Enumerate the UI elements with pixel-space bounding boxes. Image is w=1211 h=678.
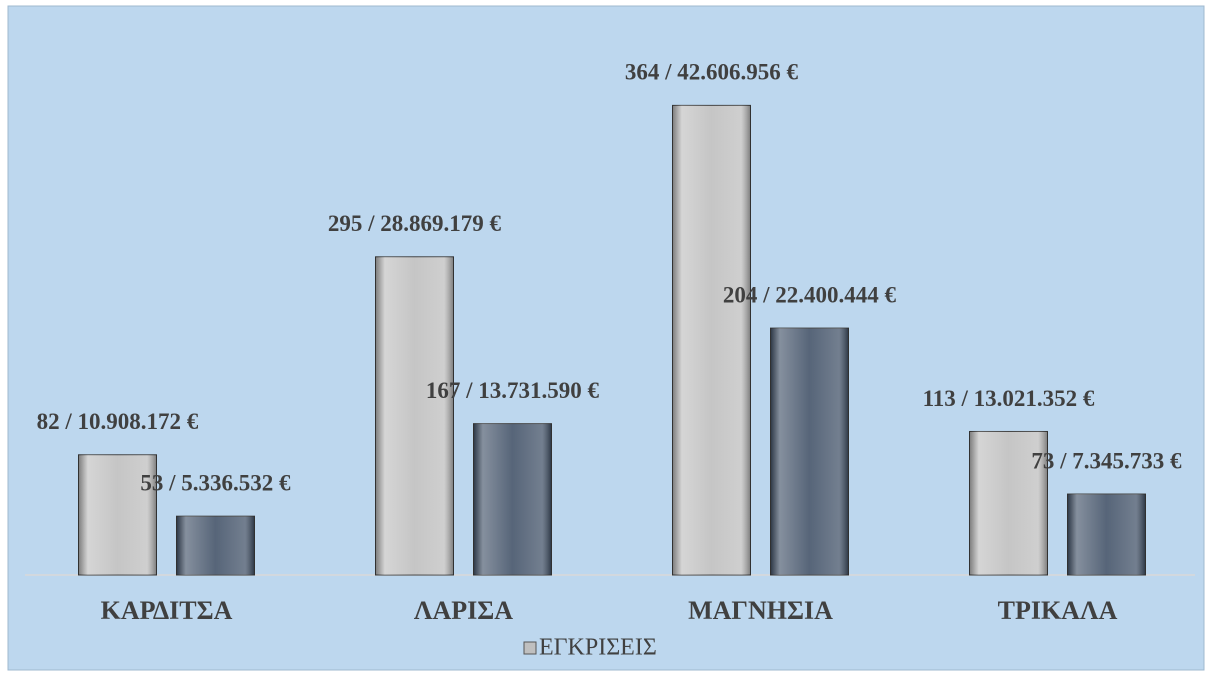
- x-tick-label: ΤΡΙΚΑΛΑ: [998, 596, 1118, 625]
- x-tick-label: ΛΑΡΙΣΑ: [414, 596, 513, 625]
- data-label: 53 / 5.336.532 €: [140, 470, 291, 495]
- bar-shine: [1067, 494, 1146, 575]
- data-label: 113 / 13.021.352 €: [923, 386, 1095, 411]
- x-tick-label: ΚΑΡΔΙΤΣΑ: [101, 596, 233, 625]
- data-label: 364 / 42.606.956 €: [625, 60, 799, 85]
- data-label: 82 / 10.908.172 €: [37, 409, 199, 434]
- bar-shine: [375, 256, 454, 575]
- data-label: 167 / 13.731.590 €: [426, 378, 600, 403]
- bar-shine: [969, 431, 1048, 575]
- data-label: 204 / 22.400.444 €: [723, 282, 897, 307]
- bar-shine: [78, 454, 157, 575]
- data-label: 73 / 7.345.733 €: [1031, 448, 1182, 473]
- bar-shine: [176, 516, 255, 575]
- bar-shine: [770, 328, 849, 575]
- legend-label: ΕΓΚΡΙΣΕΙΣ: [539, 635, 657, 661]
- data-label: 295 / 28.869.179 €: [328, 211, 502, 236]
- legend-swatch: [523, 641, 537, 655]
- x-tick-label: ΜΑΓΝΗΣΙΑ: [688, 596, 833, 625]
- bar-shine: [672, 105, 751, 576]
- bar-shine: [473, 423, 552, 575]
